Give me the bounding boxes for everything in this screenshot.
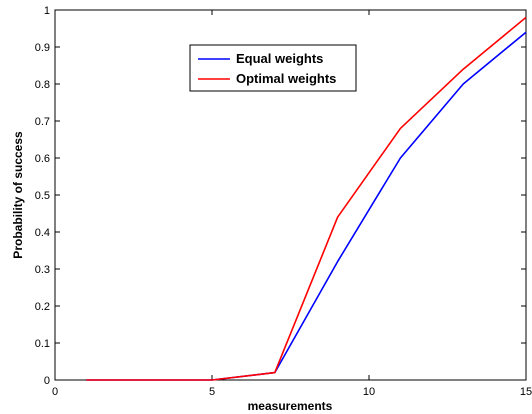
y-tick-label: 1 [44,5,50,17]
y-tick-label: 0.5 [35,190,50,202]
y-tick-label: 0.4 [35,227,50,239]
y-tick-label: 0 [44,375,50,387]
y-tick-label: 0.8 [35,79,50,91]
x-tick-label: 10 [363,386,375,398]
y-axis-label: Probability of success [11,131,25,259]
legend: Equal weights Optimal weights [189,44,357,92]
y-tick-label: 0.6 [35,153,50,165]
x-tick-label: 0 [52,386,58,398]
y-tick-label: 0.3 [35,264,50,276]
series-lines [86,16,527,381]
y-tick-label: 0.2 [35,301,50,313]
x-tick-label: 5 [209,386,215,398]
x-axis-label: measurements [248,399,333,413]
tick-labels: 0 5 10 15 0 0.1 0.2 0.3 0.4 0.5 0.6 0.7 0.8 0.9 1 [35,5,532,398]
legend-label-optimal-weights: Optimal weights [236,71,336,86]
y-tick-label: 0.7 [35,116,50,128]
legend-box [189,44,357,92]
legend-label-equal-weights: Equal weights [236,51,323,66]
y-tick-label: 0.1 [35,338,50,350]
y-tick-label: 0.9 [35,42,50,54]
x-tick-label: 15 [520,386,532,398]
series-line-optimal-weights [86,16,527,381]
axis-ticks [54,9,527,381]
